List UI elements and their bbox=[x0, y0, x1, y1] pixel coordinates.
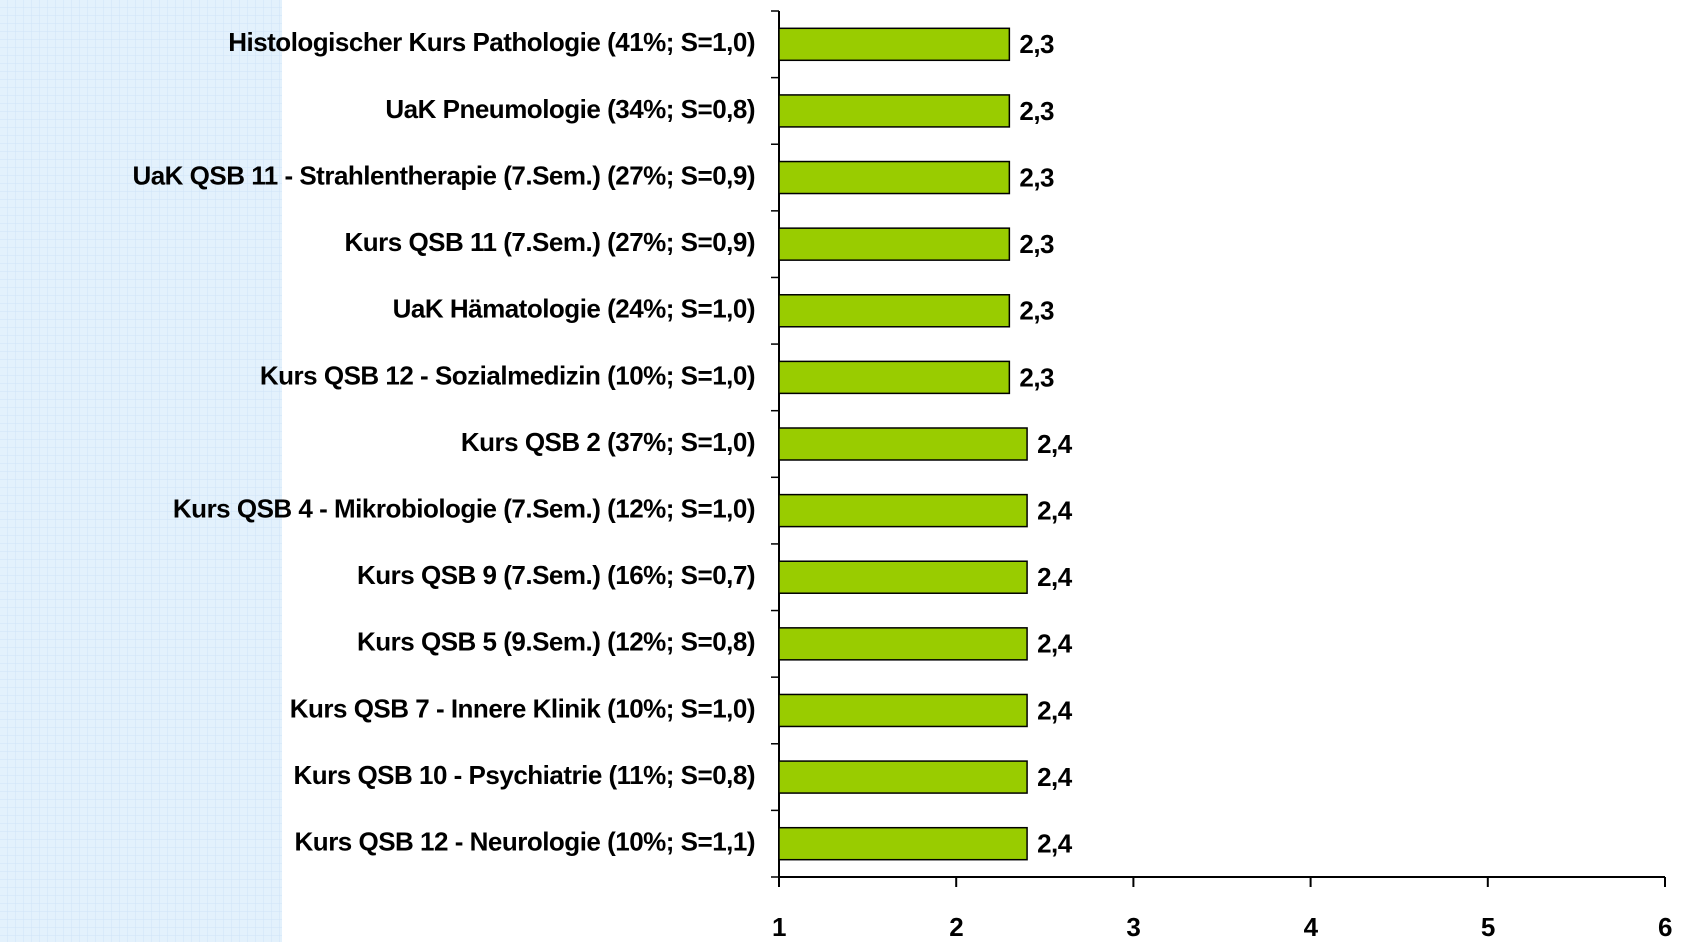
y-tick-label: Histologischer Kurs Pathologie (41%; S=1… bbox=[228, 27, 755, 57]
y-tick-label: Kurs QSB 9 (7.Sem.) (16%; S=0,7) bbox=[357, 560, 755, 590]
y-tick-label: UaK Hämatologie (24%; S=1,0) bbox=[393, 294, 755, 324]
bar bbox=[778, 160, 1011, 195]
value-label: 2,3 bbox=[1019, 229, 1054, 259]
y-tick-label: Kurs QSB 10 - Psychiatrie (11%; S=0,8) bbox=[294, 760, 756, 790]
x-tick-label: 6 bbox=[1658, 912, 1672, 942]
bar bbox=[778, 560, 1028, 594]
y-tick-label: Kurs QSB 7 - Innere Klinik (10%; S=1,0) bbox=[290, 693, 755, 723]
x-tick-label: 3 bbox=[1126, 912, 1140, 942]
value-label: 2,3 bbox=[1019, 29, 1054, 59]
bar bbox=[778, 94, 1011, 128]
background-panel bbox=[0, 0, 282, 942]
y-tick-label: Kurs QSB 12 - Neurologie (10%; S=1,1) bbox=[295, 827, 755, 857]
y-tick-label: Kurs QSB 2 (37%; S=1,0) bbox=[461, 427, 755, 457]
bar bbox=[778, 27, 1011, 62]
y-tick-label: UaK Pneumologie (34%; S=0,8) bbox=[385, 94, 755, 124]
value-label: 2,4 bbox=[1037, 829, 1073, 859]
value-label: 2,4 bbox=[1037, 495, 1073, 525]
bar bbox=[778, 227, 1011, 261]
y-tick-label: UaK QSB 11 - Strahlentherapie (7.Sem.) (… bbox=[132, 160, 755, 190]
bar bbox=[778, 493, 1028, 528]
y-tick-label: Kurs QSB 5 (9.Sem.) (12%; S=0,8) bbox=[357, 627, 755, 657]
value-label: 2,4 bbox=[1037, 762, 1073, 792]
x-tick-label: 4 bbox=[1304, 912, 1319, 942]
value-label: 2,3 bbox=[1019, 362, 1054, 392]
bar bbox=[778, 760, 1028, 794]
value-label: 2,4 bbox=[1037, 562, 1073, 592]
bar bbox=[778, 294, 1011, 328]
x-tick-label: 5 bbox=[1481, 912, 1495, 942]
bar bbox=[778, 427, 1028, 461]
value-label: 2,4 bbox=[1037, 695, 1073, 725]
y-tick-label: Kurs QSB 12 - Sozialmedizin (10%; S=1,0) bbox=[260, 360, 755, 390]
value-label: 2,4 bbox=[1037, 629, 1073, 659]
y-tick-label: Kurs QSB 4 - Mikrobiologie (7.Sem.) (12%… bbox=[173, 493, 755, 523]
y-tick-label: Kurs QSB 11 (7.Sem.) (27%; S=0,9) bbox=[344, 227, 755, 257]
bar bbox=[778, 627, 1028, 661]
value-label: 2,3 bbox=[1019, 96, 1054, 126]
bar bbox=[778, 693, 1028, 728]
x-tick-label: 1 bbox=[772, 912, 786, 942]
value-label: 2,4 bbox=[1037, 429, 1073, 459]
value-label: 2,3 bbox=[1019, 162, 1054, 192]
bar bbox=[778, 826, 1028, 861]
bar bbox=[778, 360, 1011, 395]
value-label: 2,3 bbox=[1019, 296, 1054, 326]
x-tick-label: 2 bbox=[949, 912, 963, 942]
